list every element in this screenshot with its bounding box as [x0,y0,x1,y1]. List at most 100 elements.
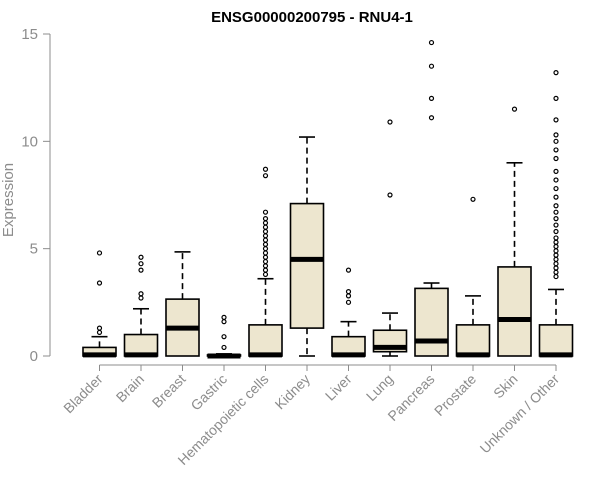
y-tick-label: 10 [21,133,38,150]
outlier-point [553,194,559,200]
outlier-point [511,106,518,112]
outlier-point [387,119,393,125]
outlier-point [262,263,269,269]
outlier-point [262,267,269,273]
box-group [538,70,574,358]
outlier-point [553,243,559,250]
box-group [123,254,159,358]
outlier-point [553,228,559,235]
outlier-point [553,155,559,162]
outlier-point [221,314,227,320]
outlier-point [345,299,352,305]
box [455,324,491,357]
outlier-point [96,329,103,335]
outlier-point [262,271,269,278]
outlier-point [221,334,227,340]
outlier-point [138,295,144,301]
outlier-point [345,267,352,273]
chart-title: ENSG00000200795 - RNU4-1 [211,9,413,26]
outlier-point [138,267,144,273]
outlier-point [138,291,144,297]
y-tick-label: 5 [30,241,38,258]
outlier-point [553,95,559,102]
outlier-point [553,203,559,209]
box-group [206,314,242,359]
outlier-point [428,95,435,102]
boxes-group [82,39,574,359]
box-group [372,119,408,357]
y-tick-label: 0 [30,348,38,365]
box-group [497,106,532,357]
outlier-point [553,132,559,138]
outlier-point [96,280,103,286]
y-axis-label: Expression [0,163,17,237]
outlier-point [428,115,435,121]
outlier-point [428,39,435,46]
outlier-point [262,241,269,247]
outlier-point [138,261,144,267]
outlier-point [553,216,559,222]
y-tick-label: 15 [21,26,38,43]
outlier-point [138,254,144,260]
outlier-point [553,185,559,192]
outlier-point [96,325,103,331]
outlier-point [221,344,227,351]
outlier-point [553,209,559,215]
outlier-point [262,216,269,222]
outlier-point [262,254,269,260]
box-group [455,196,491,358]
box-group [82,250,117,358]
box-group [331,267,366,358]
outlier-point [262,233,269,239]
outlier-point [262,220,269,226]
outlier-point [262,173,269,179]
outlier-point [262,246,269,252]
outlier-point [262,209,269,215]
outlier-point [553,222,559,228]
x-tick-label: Prostate [431,371,479,419]
outlier-point [553,269,559,275]
outlier-point [262,224,269,230]
outlier-point [553,117,559,123]
x-tick-label: Breast [149,371,189,411]
outlier-point [345,289,352,295]
outlier-point [553,248,559,254]
outlier-point [428,63,435,69]
outlier-point [262,250,269,256]
x-tick-label: Liver [322,371,355,404]
outlier-point [553,177,559,183]
outlier-point [345,293,352,299]
outlier-point [553,265,559,271]
x-tick-label: Lung [363,371,396,404]
outlier-point [553,261,559,267]
outlier-point [553,168,559,174]
outlier-point [470,196,476,202]
outlier-point [96,250,103,256]
outlier-point [221,319,227,325]
box-group [414,39,449,357]
box [538,324,574,357]
box [289,202,325,329]
outlier-point [387,192,393,198]
box-group [165,251,200,357]
x-tick-label: Unknown / Other [477,371,563,457]
outlier-point [553,256,559,262]
box [414,287,449,357]
outlier-point [553,252,559,258]
box-group [248,166,283,358]
x-tick-label: Kidney [272,371,314,413]
box [248,324,283,357]
outlier-point [553,239,559,245]
box [497,266,532,357]
x-tick-label: Brain [113,371,147,405]
outlier-point [553,235,559,241]
x-tick-label: Bladder [60,371,106,417]
outlier-point [553,147,559,153]
box-group [289,136,325,357]
outlier-point [553,138,559,144]
x-tick-label: Skin [490,371,521,402]
outlier-point [262,237,269,243]
outlier-point [262,166,269,172]
